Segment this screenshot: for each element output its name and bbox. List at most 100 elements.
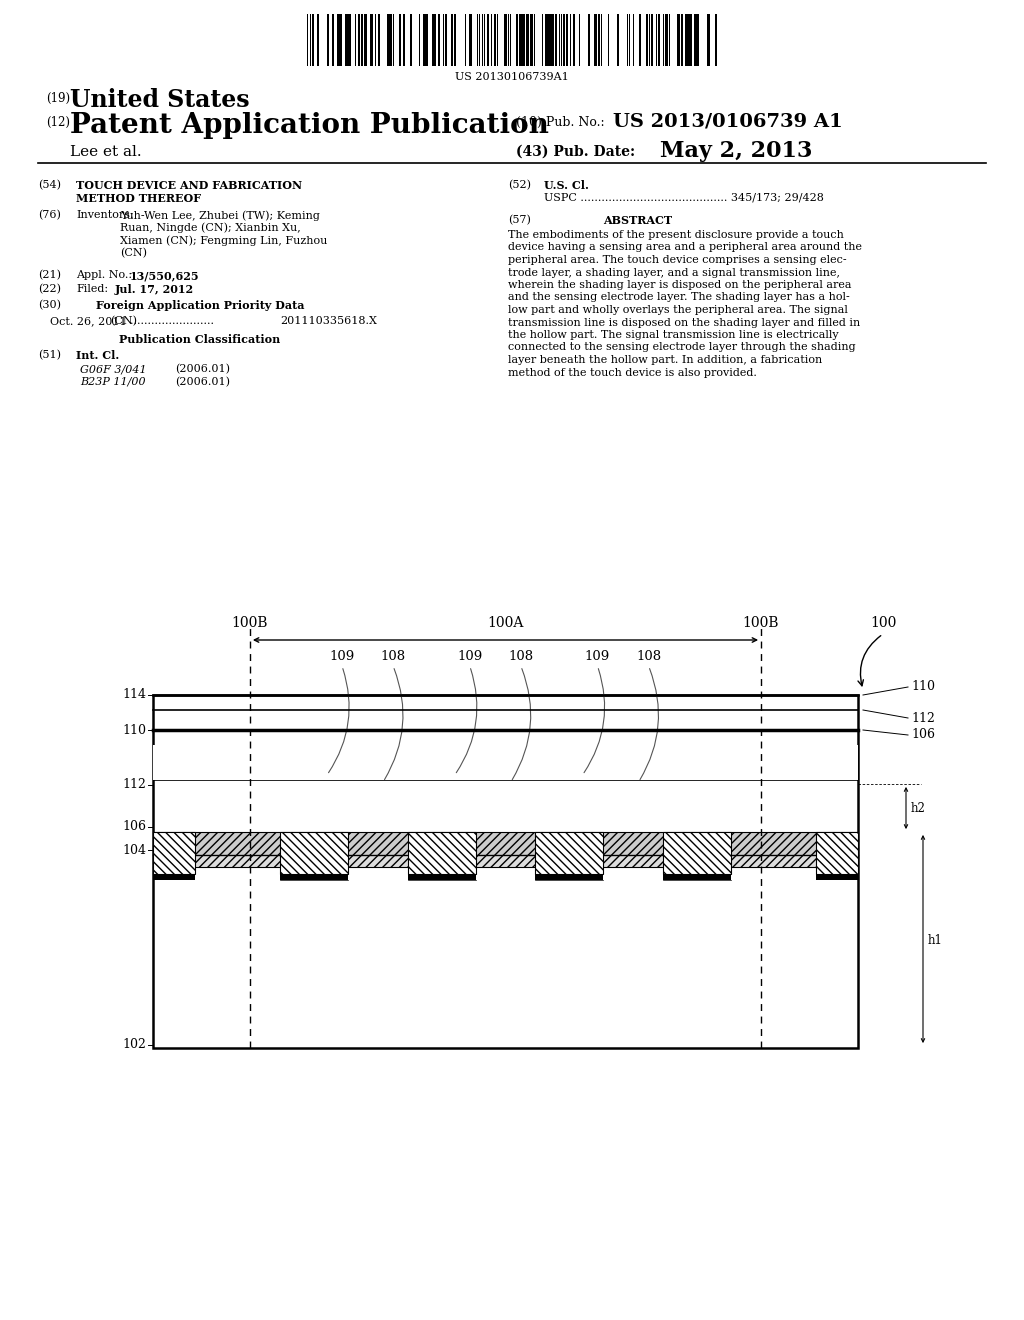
Bar bbox=[696, 15, 698, 66]
Bar bbox=[545, 15, 547, 66]
Text: device having a sensing area and a peripheral area around the: device having a sensing area and a perip… bbox=[508, 243, 862, 252]
Text: Lee et al.: Lee et al. bbox=[70, 145, 141, 158]
Text: 108: 108 bbox=[381, 649, 406, 663]
Bar bbox=[816, 874, 858, 880]
Text: h1: h1 bbox=[928, 933, 943, 946]
Bar bbox=[408, 832, 475, 874]
Bar bbox=[646, 15, 648, 66]
Text: (43) Pub. Date:: (43) Pub. Date: bbox=[516, 145, 635, 158]
Bar bbox=[346, 15, 348, 66]
Text: 112: 112 bbox=[911, 711, 935, 725]
Text: USPC .......................................... 345/173; 29/428: USPC ...................................… bbox=[544, 193, 824, 202]
Text: Xiamen (CN); Fengming Lin, Fuzhou: Xiamen (CN); Fengming Lin, Fuzhou bbox=[120, 235, 328, 246]
Text: Ruan, Ningde (CN); Xianbin Xu,: Ruan, Ningde (CN); Xianbin Xu, bbox=[120, 223, 301, 234]
Text: (54): (54) bbox=[38, 180, 61, 190]
Bar bbox=[651, 15, 653, 66]
Text: Yuh-Wen Lee, Zhubei (TW); Keming: Yuh-Wen Lee, Zhubei (TW); Keming bbox=[120, 210, 319, 220]
Text: 100B: 100B bbox=[231, 616, 268, 630]
Text: and the sensing electrode layer. The shading layer has a hol-: and the sensing electrode layer. The sha… bbox=[508, 293, 850, 302]
Text: 102: 102 bbox=[122, 1039, 146, 1052]
Bar bbox=[454, 15, 456, 66]
Bar bbox=[153, 874, 195, 880]
Bar bbox=[521, 15, 524, 66]
Text: (51): (51) bbox=[38, 350, 61, 360]
Bar bbox=[370, 15, 373, 66]
Text: low part and wholly overlays the peripheral area. The signal: low part and wholly overlays the periphe… bbox=[508, 305, 848, 315]
Bar bbox=[451, 15, 453, 66]
Text: 109: 109 bbox=[330, 649, 354, 663]
Text: United States: United States bbox=[70, 88, 250, 112]
Bar bbox=[339, 15, 342, 66]
Text: 13/550,625: 13/550,625 bbox=[130, 271, 200, 281]
Text: 112: 112 bbox=[122, 779, 146, 792]
Bar bbox=[504, 15, 506, 66]
Text: the hollow part. The signal transmission line is electrically: the hollow part. The signal transmission… bbox=[508, 330, 839, 341]
Text: Jul. 17, 2012: Jul. 17, 2012 bbox=[115, 284, 195, 294]
Text: (21): (21) bbox=[38, 271, 61, 280]
Bar bbox=[432, 15, 435, 66]
Bar bbox=[688, 15, 691, 66]
Text: (76): (76) bbox=[38, 210, 60, 220]
Bar bbox=[664, 832, 731, 874]
Text: (22): (22) bbox=[38, 284, 61, 294]
Text: Inventors:: Inventors: bbox=[76, 210, 134, 220]
Bar bbox=[547, 15, 549, 66]
Text: (30): (30) bbox=[38, 300, 61, 310]
Bar bbox=[332, 15, 334, 66]
Text: 110: 110 bbox=[911, 681, 935, 693]
Bar bbox=[445, 15, 447, 66]
Text: method of the touch device is also provided.: method of the touch device is also provi… bbox=[508, 367, 757, 378]
Text: 106: 106 bbox=[122, 821, 146, 833]
Bar bbox=[536, 874, 603, 880]
Bar bbox=[399, 15, 401, 66]
Text: (CN): (CN) bbox=[110, 315, 137, 326]
Text: 104: 104 bbox=[122, 843, 146, 857]
Bar bbox=[387, 15, 389, 66]
Bar bbox=[365, 15, 367, 66]
Bar bbox=[664, 874, 731, 880]
Text: 114: 114 bbox=[122, 689, 146, 701]
Text: US 20130106739A1: US 20130106739A1 bbox=[455, 73, 569, 82]
Text: 100A: 100A bbox=[487, 616, 523, 630]
Text: (2006.01): (2006.01) bbox=[175, 378, 230, 387]
Text: (12): (12) bbox=[46, 116, 70, 129]
Text: Foreign Application Priority Data: Foreign Application Priority Data bbox=[96, 300, 304, 312]
Text: The embodiments of the present disclosure provide a touch: The embodiments of the present disclosur… bbox=[508, 230, 844, 240]
Text: peripheral area. The touch device comprises a sensing elec-: peripheral area. The touch device compri… bbox=[508, 255, 847, 265]
Text: h2: h2 bbox=[911, 801, 926, 814]
Bar bbox=[327, 15, 329, 66]
Bar bbox=[469, 15, 472, 66]
Bar bbox=[153, 832, 195, 874]
Bar bbox=[816, 832, 858, 874]
Bar bbox=[280, 832, 348, 874]
Bar bbox=[552, 15, 554, 66]
Bar bbox=[516, 15, 518, 66]
Text: Publication Classification: Publication Classification bbox=[120, 334, 281, 345]
Text: (19): (19) bbox=[46, 92, 70, 106]
Text: wherein the shading layer is disposed on the peripheral area: wherein the shading layer is disposed on… bbox=[508, 280, 852, 290]
Bar bbox=[639, 15, 641, 66]
Bar bbox=[408, 874, 475, 880]
Text: 106: 106 bbox=[911, 729, 935, 742]
Text: ABSTRACT: ABSTRACT bbox=[603, 215, 673, 226]
Text: connected to the sensing electrode layer through the shading: connected to the sensing electrode layer… bbox=[508, 342, 856, 352]
Text: 100B: 100B bbox=[742, 616, 779, 630]
Bar bbox=[573, 15, 575, 66]
Text: 109: 109 bbox=[585, 649, 610, 663]
Bar bbox=[153, 696, 858, 1048]
Text: 100: 100 bbox=[870, 616, 896, 630]
Bar bbox=[566, 15, 568, 66]
Bar bbox=[536, 832, 603, 874]
Bar bbox=[423, 15, 425, 66]
Bar bbox=[153, 744, 858, 780]
Text: Oct. 26, 2011: Oct. 26, 2011 bbox=[50, 315, 127, 326]
Text: Filed:: Filed: bbox=[76, 284, 109, 294]
Bar bbox=[685, 15, 688, 66]
Bar bbox=[426, 15, 428, 66]
Bar bbox=[438, 15, 440, 66]
Text: transmission line is disposed on the shading layer and filled in: transmission line is disposed on the sha… bbox=[508, 318, 860, 327]
Text: (10) Pub. No.:: (10) Pub. No.: bbox=[516, 116, 604, 129]
Text: US 2013/0106739 A1: US 2013/0106739 A1 bbox=[613, 112, 843, 129]
Text: Appl. No.:: Appl. No.: bbox=[76, 271, 132, 280]
Bar bbox=[378, 15, 380, 66]
